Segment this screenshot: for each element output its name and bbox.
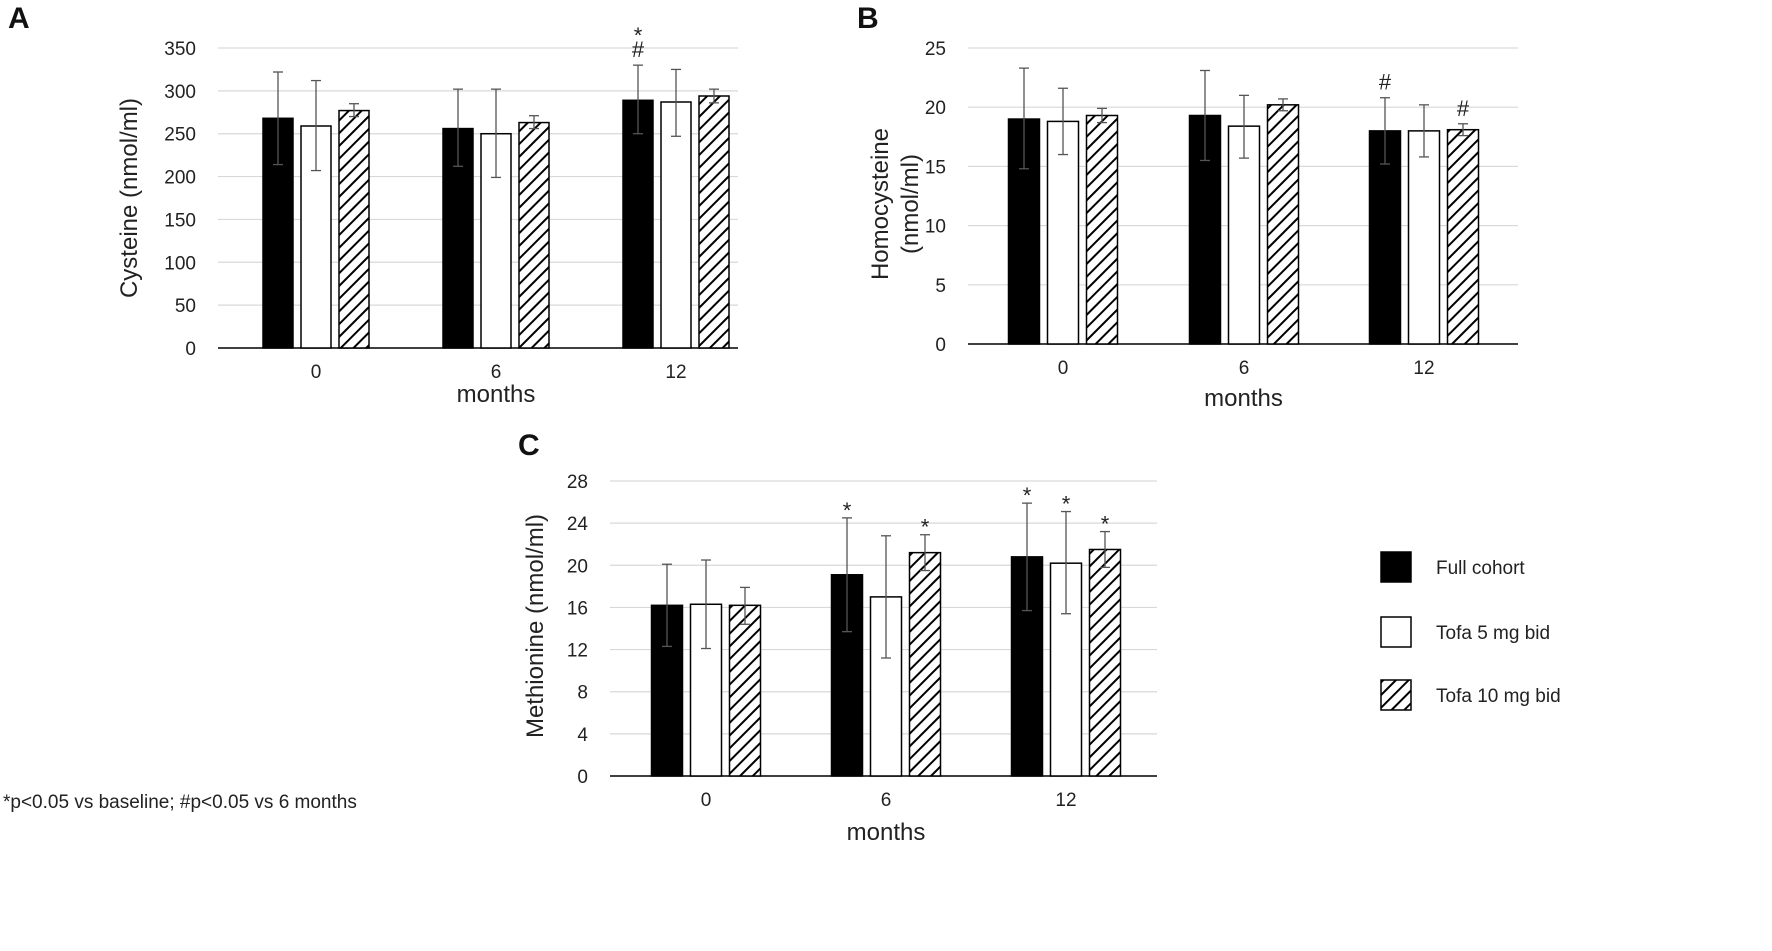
significance-hash: # <box>1457 96 1470 121</box>
y-tick-label: 16 <box>567 598 588 619</box>
y-tick-label: 12 <box>567 641 588 662</box>
y-tick-label: 200 <box>164 168 196 189</box>
bar-c-12-tofa-10-mg-bid <box>1088 548 1122 777</box>
legend-label: Full cohort <box>1436 558 1525 579</box>
y-tick-label: 20 <box>567 556 588 577</box>
panel-letter-c: C <box>518 429 540 462</box>
y-tick-label: 10 <box>925 217 946 238</box>
y-tick-label: 0 <box>577 767 588 788</box>
x-tick-label: 12 <box>1055 790 1076 811</box>
y-tick-label: 15 <box>925 157 946 178</box>
y-tick-label: 28 <box>567 472 588 493</box>
y-axis-title: Cysteine (nmol/ml) <box>116 98 143 298</box>
bar-a-6-tofa-10-mg-bid <box>518 121 550 349</box>
x-tick-label: 6 <box>491 362 502 383</box>
bar-b-6-tofa-10-mg-bid <box>1266 104 1300 345</box>
legend-swatch-solid <box>1380 551 1412 583</box>
chart-panel-a: A 0 50 100 150 200 250 300 350 0 6 12 #* months Cystei… <box>8 2 738 408</box>
significance-hash: # <box>632 37 645 62</box>
x-axis-title: months <box>1204 385 1283 412</box>
x-tick-label: 0 <box>311 362 322 383</box>
y-tick-label: 150 <box>164 210 196 231</box>
panel-letter-b: B <box>857 2 879 35</box>
bar-b-12-tofa-5-mg-bid <box>1407 130 1441 345</box>
y-tick-label: 350 <box>164 39 196 60</box>
x-tick-label: 0 <box>1058 358 1069 379</box>
x-axis-title: months <box>847 819 926 846</box>
legend-label: Tofa 5 mg bid <box>1436 623 1550 644</box>
y-tick-label: 4 <box>577 725 588 746</box>
y-axis-title-line: (nmol/ml) <box>897 154 924 254</box>
bar-a-12-full-cohort <box>622 99 654 349</box>
y-tick-label: 100 <box>164 253 196 274</box>
y-tick-label: 5 <box>935 276 946 297</box>
y-tick-label: 50 <box>175 296 196 317</box>
y-tick-label: 25 <box>925 39 946 60</box>
legend: Full cohort Tofa 5 mg bid Tofa 10 mg bid <box>1380 551 1561 711</box>
y-tick-label: 300 <box>164 82 196 103</box>
y-tick-label: 8 <box>577 683 588 704</box>
y-tick-label: 20 <box>925 98 946 119</box>
bar-c-0-tofa-10-mg-bid <box>728 604 762 777</box>
y-axis-title: Methionine (nmol/ml) <box>522 514 549 738</box>
significance-footnote: *p<0.05 vs baseline; #p<0.05 vs 6 months <box>3 792 357 813</box>
bar-b-0-tofa-10-mg-bid <box>1085 114 1119 345</box>
bar-a-0-tofa-10-mg-bid <box>338 109 370 349</box>
chart-panel-b: B 0 5 10 15 20 25 0 6 12 # # months Homocysteine (nmol… <box>857 2 1518 412</box>
significance-asterisk: * <box>1062 492 1071 517</box>
x-tick-label: 12 <box>1413 358 1434 379</box>
x-tick-label: 6 <box>881 790 892 811</box>
bar-a-6-tofa-5-mg-bid <box>480 132 512 349</box>
chart-panel-c: C 0 4 8 12 16 20 24 28 0 6 12 * * * * * months Methionine … <box>518 429 1157 846</box>
legend-swatch-hatched <box>1380 679 1412 711</box>
x-tick-label: 6 <box>1239 358 1250 379</box>
significance-asterisk: * <box>1023 483 1032 508</box>
y-tick-label: 24 <box>567 514 589 535</box>
y-tick-label: 250 <box>164 125 196 146</box>
significance-hash: # <box>1379 70 1392 95</box>
significance-asterisk: * <box>634 23 643 48</box>
x-tick-label: 0 <box>701 790 712 811</box>
significance-asterisk: * <box>843 498 852 523</box>
bar-a-12-tofa-5-mg-bid <box>660 101 692 349</box>
bar-a-12-tofa-10-mg-bid <box>698 95 730 349</box>
panel-letter-a: A <box>8 2 30 35</box>
bar-b-6-tofa-5-mg-bid <box>1227 125 1261 345</box>
x-axis-title: months <box>457 381 536 408</box>
y-axis-title-line: Homocysteine <box>867 128 894 280</box>
significance-asterisk: * <box>1101 512 1110 537</box>
x-tick-label: 12 <box>665 362 686 383</box>
significance-asterisk: * <box>921 515 930 540</box>
y-tick-label: 0 <box>935 335 946 356</box>
y-tick-label: 0 <box>185 339 196 360</box>
legend-swatch-white <box>1380 616 1412 648</box>
bar-b-12-tofa-10-mg-bid <box>1446 128 1480 345</box>
bar-c-6-tofa-10-mg-bid <box>908 551 942 777</box>
legend-label: Tofa 10 mg bid <box>1436 686 1561 707</box>
